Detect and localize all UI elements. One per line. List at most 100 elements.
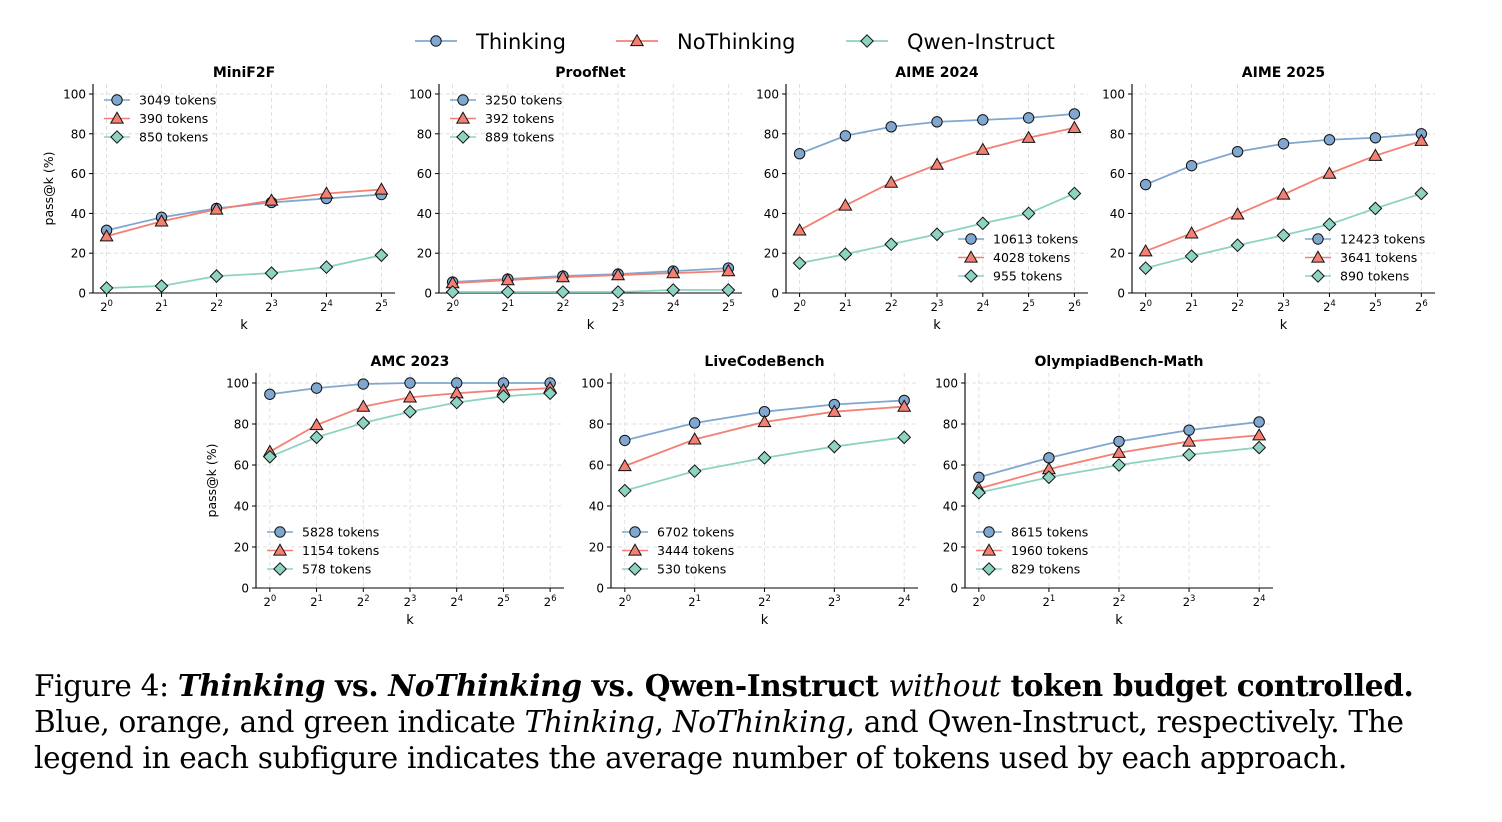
subplot-title: ProofNet xyxy=(555,65,626,81)
legend-marker xyxy=(963,250,979,263)
caption-part: Thinking xyxy=(524,705,655,739)
data-point xyxy=(838,247,853,262)
data-point xyxy=(884,237,899,252)
legend-label: 3444 tokens xyxy=(657,543,734,558)
data-point xyxy=(977,114,989,126)
y-tick-label: 100 xyxy=(409,88,432,102)
y-tick-label: 60 xyxy=(71,167,86,181)
y-tick-label: 100 xyxy=(581,377,604,391)
y-tick-label: 60 xyxy=(943,459,958,473)
x-tick-label: 26 xyxy=(1415,299,1428,314)
data-point xyxy=(619,434,631,447)
y-tick-label: 40 xyxy=(764,207,779,221)
data-point xyxy=(209,269,224,283)
legend-label: 4028 tokens xyxy=(993,250,1070,265)
top-legend-item-2: Qwen-Instruct xyxy=(846,30,1055,54)
legend-label: 1154 tokens xyxy=(302,543,379,558)
data-point xyxy=(687,432,702,445)
data-point xyxy=(1368,148,1383,161)
subplot-title: AMC 2023 xyxy=(371,354,450,370)
top-legend: Thinking NoThinking Qwen-Instruct xyxy=(415,30,1055,54)
subplot-4: 0 20 40 60 80 100 20 21 22 23 24 25 26 AIME 2025 k 1242… xyxy=(1102,65,1435,333)
figure: Thinking NoThinking Qwen-Instruct 0 20 40 60 80… xyxy=(41,30,1435,628)
y-tick-label: 0 xyxy=(424,287,432,301)
y-tick-label: 60 xyxy=(417,167,432,181)
data-point xyxy=(838,198,853,211)
x-tick-label: 20 xyxy=(972,594,985,609)
x-tick-label: 20 xyxy=(446,299,459,314)
top-legend-label: NoThinking xyxy=(677,30,795,54)
subplot-title: AIME 2025 xyxy=(1242,65,1325,81)
legend-marker xyxy=(274,526,286,538)
legend-label: 3641 tokens xyxy=(1340,250,1417,265)
x-tick-label: 24 xyxy=(898,594,911,609)
x-tick-label: 22 xyxy=(1113,594,1126,609)
legend-marker xyxy=(983,526,995,538)
caption-part: token budget controlled. xyxy=(1000,668,1414,703)
data-point xyxy=(757,414,772,428)
top-legend-marker xyxy=(860,34,874,48)
data-point xyxy=(757,450,772,465)
x-tick-label: 24 xyxy=(450,594,463,609)
data-point xyxy=(1021,130,1036,143)
x-tick-label: 23 xyxy=(612,299,625,314)
y-tick-label: 40 xyxy=(234,500,249,514)
y-tick-label: 20 xyxy=(71,247,86,261)
data-point xyxy=(1185,159,1198,172)
y-tick-label: 80 xyxy=(234,418,249,432)
subplot-legend: 8615 tokens 1960 tokens 829 tokens xyxy=(976,525,1088,577)
data-point xyxy=(403,404,417,419)
x-axis-label: k xyxy=(1115,613,1123,628)
figure-caption: Figure 4: Thinking vs. NoThinking vs. Qw… xyxy=(34,668,1474,776)
legend-label: 10613 tokens xyxy=(993,232,1078,247)
data-point xyxy=(792,256,807,271)
series-line-qwen xyxy=(106,254,382,289)
legend-marker xyxy=(1311,269,1325,283)
y-tick-label: 60 xyxy=(234,459,249,473)
legend-marker xyxy=(111,94,123,106)
data-point xyxy=(319,186,334,199)
caption-part: vs. Qwen-Instruct xyxy=(581,668,889,703)
subplot-3: 0 20 40 60 80 100 20 21 22 23 24 25 26 AIME 2024 k 1061… xyxy=(756,65,1088,333)
y-tick-label: 20 xyxy=(589,541,604,555)
data-point xyxy=(1022,112,1035,124)
y-tick-label: 60 xyxy=(1110,167,1125,181)
data-point xyxy=(1230,238,1245,253)
data-point xyxy=(356,399,371,412)
subplot-legend: 12423 tokens 3641 tokens 890 tokens xyxy=(1305,232,1425,284)
data-point xyxy=(319,260,334,275)
legend-marker xyxy=(456,130,470,144)
x-tick-label: 22 xyxy=(357,594,370,609)
legend-marker xyxy=(629,526,641,538)
data-point xyxy=(1276,228,1291,243)
legend-label: 829 tokens xyxy=(1011,562,1080,577)
data-point xyxy=(1067,120,1082,133)
legend-marker xyxy=(965,233,977,245)
data-point xyxy=(827,404,842,417)
y-tick-label: 60 xyxy=(764,167,779,181)
data-point xyxy=(1322,166,1337,179)
legend-marker xyxy=(109,111,125,124)
data-point xyxy=(973,471,985,483)
legend-marker xyxy=(628,562,642,576)
data-point xyxy=(611,267,626,281)
data-point xyxy=(374,248,389,263)
data-point xyxy=(1184,226,1199,239)
data-point xyxy=(884,175,899,188)
legend-label: 1960 tokens xyxy=(1011,543,1088,558)
data-point xyxy=(1323,134,1336,146)
y-axis-label: pass@k (%) xyxy=(204,444,219,518)
data-point xyxy=(555,269,570,283)
legend-marker xyxy=(964,269,978,283)
data-point xyxy=(1230,207,1245,220)
subplot-title: MiniF2F xyxy=(213,65,275,81)
legend-marker xyxy=(455,111,471,124)
legend-label: 850 tokens xyxy=(139,130,208,145)
y-tick-label: 100 xyxy=(226,377,249,391)
legend-label: 3250 tokens xyxy=(485,93,562,108)
y-tick-label: 40 xyxy=(417,207,432,221)
data-point xyxy=(309,430,324,445)
data-point xyxy=(209,202,224,215)
legend-marker xyxy=(273,562,287,576)
data-point xyxy=(1277,138,1290,150)
